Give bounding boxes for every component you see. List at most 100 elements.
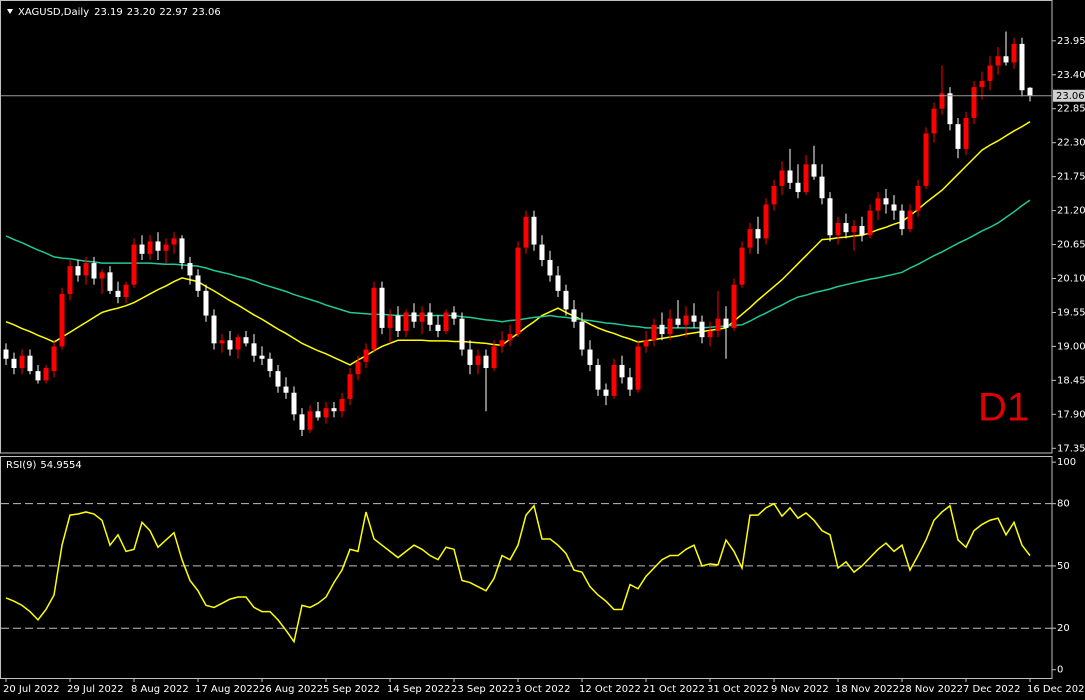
candle-body — [275, 371, 281, 387]
candle-body — [363, 349, 369, 362]
candle-body — [403, 312, 409, 331]
candle-body — [115, 290, 121, 298]
x-tick-label: 28 Nov 2022 — [899, 684, 963, 695]
candle-body — [443, 312, 449, 331]
candle-body — [995, 56, 1001, 66]
candle-body — [19, 355, 25, 369]
candle-body — [979, 80, 985, 88]
candle-body — [259, 355, 265, 359]
x-tick-label: 5 Sep 2022 — [323, 684, 380, 695]
candle-body — [235, 337, 241, 350]
candle-body — [483, 355, 489, 369]
candle-body — [179, 238, 185, 264]
x-tick-label: 18 Nov 2022 — [835, 684, 899, 695]
candle-body — [883, 198, 889, 205]
candle-body — [75, 266, 81, 276]
y-tick-label: 22.85 — [1057, 104, 1085, 115]
candle-body — [755, 229, 761, 239]
price-pane-frame — [0, 0, 1053, 454]
candle-body — [43, 368, 49, 381]
candle-body — [867, 210, 873, 236]
candle-body — [643, 340, 649, 347]
symbol-header: XAGUSD,Daily 23.19 23.20 22.97 23.06 — [18, 7, 221, 18]
candle-body — [1019, 43, 1025, 91]
y-tick-label: 19.55 — [1057, 307, 1085, 318]
candle-body — [739, 247, 745, 285]
candle-body — [787, 170, 793, 183]
candle-body — [619, 364, 625, 378]
candle-body — [539, 244, 545, 260]
candle-body — [955, 124, 961, 149]
candle-body — [531, 216, 537, 245]
rsi-line — [5, 502, 1031, 644]
candle-body — [131, 244, 137, 285]
low-label: 22.97 — [159, 7, 188, 18]
candle-body — [835, 222, 841, 236]
x-tick-label: 8 Aug 2022 — [131, 684, 189, 695]
candle-body — [747, 229, 753, 248]
candle-body — [571, 309, 577, 322]
candle-body — [907, 210, 913, 230]
candle-body — [931, 108, 937, 134]
x-tick-label: 3 Oct 2022 — [515, 684, 570, 695]
y-tick-label: 100 — [1057, 457, 1076, 468]
x-tick-label: 26 Aug 2022 — [259, 684, 323, 695]
candle-body — [331, 408, 337, 412]
candle-body — [547, 259, 553, 276]
candle-body — [707, 330, 713, 338]
candle-body — [651, 324, 657, 341]
candle-body — [203, 290, 209, 316]
candle-body — [795, 182, 801, 193]
candle-body — [555, 275, 561, 291]
candle-body — [475, 355, 481, 365]
candle-body — [779, 170, 785, 186]
x-tick-label: 12 Oct 2022 — [579, 684, 641, 695]
candle-body — [515, 247, 521, 335]
candle-body — [859, 226, 865, 236]
candle-body — [3, 349, 9, 359]
candle-body — [411, 312, 417, 322]
candle-body — [323, 408, 329, 418]
close-label: 23.06 — [192, 7, 221, 18]
candle-body — [939, 93, 945, 109]
candle-body — [987, 65, 993, 81]
rsi-title: RSI(9) — [6, 460, 37, 471]
y-tick-label: 20.65 — [1057, 240, 1085, 251]
candle-body — [811, 164, 817, 177]
candle-body — [315, 411, 321, 418]
rsi-pane-frame — [0, 456, 1053, 679]
candle-body — [699, 321, 705, 338]
candle-body — [147, 241, 153, 254]
candle-body — [11, 358, 17, 369]
candle-body — [395, 315, 401, 331]
candle-body — [667, 318, 673, 335]
x-tick-label: 20 Jul 2022 — [3, 684, 60, 695]
x-tick-label: 29 Jul 2022 — [67, 684, 124, 695]
y-tick-label: 18.45 — [1057, 375, 1085, 386]
candle-body — [627, 377, 633, 390]
x-tick-label: 31 Oct 2022 — [707, 684, 769, 695]
candle-body — [827, 198, 833, 236]
candle-body — [187, 263, 193, 276]
candle-body — [427, 312, 433, 325]
candle-body — [163, 244, 169, 251]
candle-body — [291, 392, 297, 415]
candle-body — [875, 198, 881, 211]
x-tick-label: 7 Dec 2022 — [963, 684, 1021, 695]
candle-body — [723, 318, 729, 328]
candle-body — [283, 386, 289, 393]
y-tick-label: 19.00 — [1057, 341, 1085, 352]
candle-body — [771, 185, 777, 205]
candle-body — [715, 318, 721, 331]
candle-body — [763, 204, 769, 239]
candle-body — [99, 272, 105, 279]
candle-body — [891, 204, 897, 211]
y-tick-label: 21.75 — [1057, 172, 1085, 183]
candle-body — [51, 346, 57, 372]
candle-body — [635, 346, 641, 390]
x-tick-label: 16 Dec 2022 — [1027, 684, 1085, 695]
current-price-box — [1053, 89, 1085, 102]
candle-body — [523, 216, 529, 248]
candle-body — [923, 133, 929, 186]
